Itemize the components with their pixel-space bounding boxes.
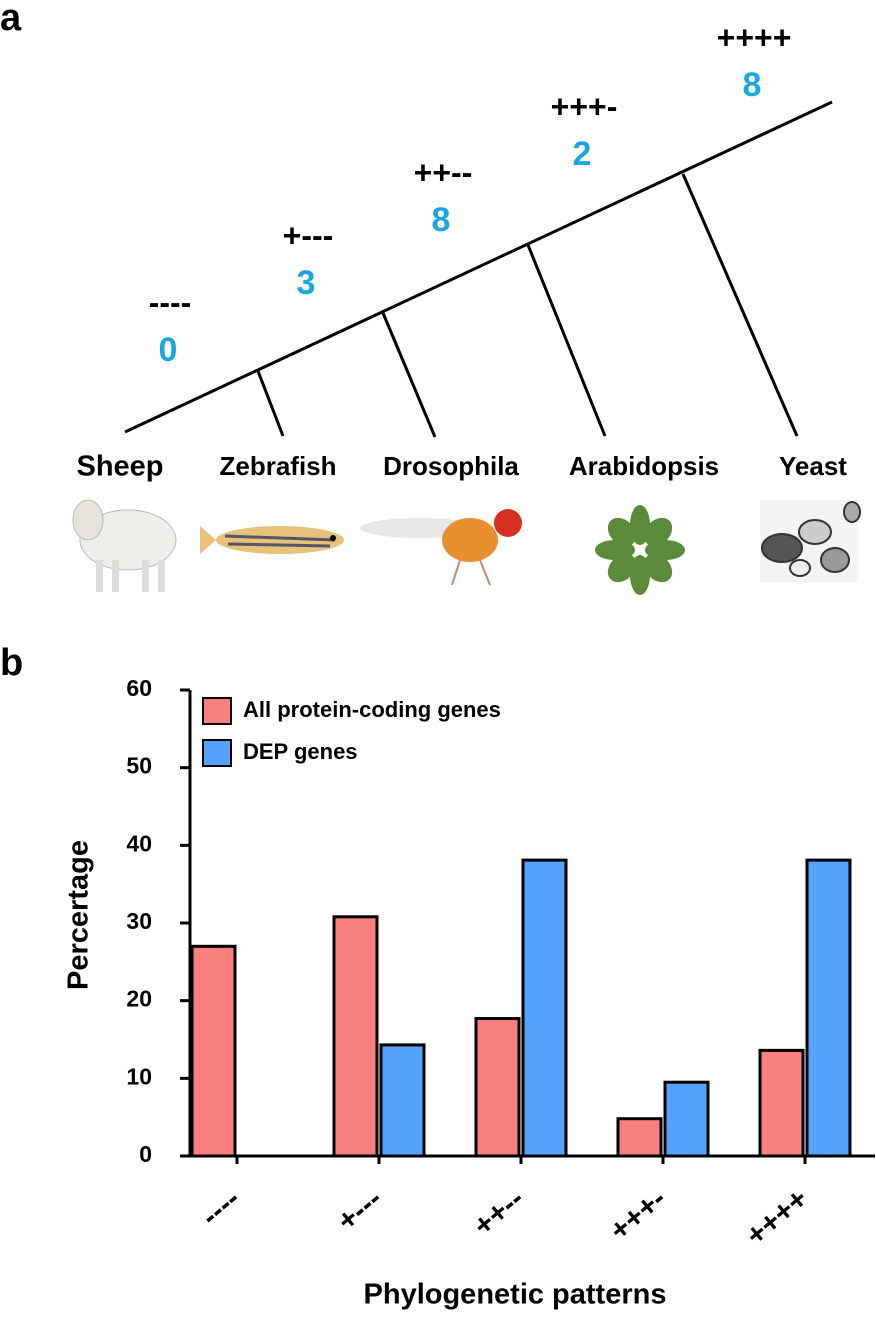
gene-count: 0: [159, 331, 178, 369]
y-axis-label: Percertage: [63, 840, 95, 990]
legend-swatch: [202, 739, 232, 767]
x-tick-label: +++-: [603, 1182, 672, 1247]
y-tick-label: 0: [139, 1141, 152, 1167]
bar: [758, 1048, 805, 1158]
taxon-label: Drosophila: [383, 451, 519, 481]
legend-swatch: [202, 697, 232, 725]
x-tick-label: ----: [195, 1182, 247, 1233]
x-tick-label: +---: [331, 1182, 389, 1238]
gene-count: 8: [432, 201, 451, 239]
y-tick-label: 60: [126, 675, 152, 701]
x-tick-label: ++++: [740, 1182, 815, 1252]
bar: [474, 1017, 521, 1158]
gene-count: 2: [573, 135, 592, 173]
bar: [616, 1117, 663, 1158]
legend-label: All protein-coding genes: [243, 697, 501, 722]
taxon-label: Arabidopsis: [569, 451, 719, 481]
gene-count: 8: [743, 66, 762, 104]
drosophila-icon: [360, 509, 522, 586]
y-tick-label: 10: [126, 1063, 152, 1089]
taxon-label: Yeast: [779, 451, 847, 481]
y-tick-label: 30: [126, 908, 152, 934]
bar: [332, 915, 379, 1158]
taxon-label: Zebrafish: [219, 451, 336, 481]
pattern-label: ++--: [414, 154, 473, 190]
yeast-icon: [760, 500, 861, 582]
y-tick-label: 50: [126, 753, 152, 779]
gene-count: 3: [297, 264, 316, 302]
arabidopsis-icon: [595, 505, 685, 595]
y-tick-label: 40: [126, 830, 152, 856]
panel-label: a: [0, 0, 22, 39]
y-tick-label: 20: [126, 986, 152, 1012]
panel-label: b: [0, 642, 23, 684]
x-axis-label: Phylogenetic patterns: [364, 1279, 667, 1311]
bar: [663, 1080, 710, 1158]
pattern-label: ++++: [717, 19, 792, 55]
pattern-label: +---: [283, 217, 334, 253]
zebrafish-icon: [200, 526, 344, 554]
legend-label: DEP genes: [243, 739, 358, 764]
x-tick-label: ++--: [467, 1182, 530, 1243]
bar: [379, 1043, 426, 1158]
taxon-label: Sheep: [76, 451, 163, 483]
bar: [805, 858, 852, 1158]
pattern-label: +++-: [551, 88, 618, 124]
bar: [190, 944, 237, 1158]
bar: [521, 858, 568, 1158]
pattern-label: ----: [149, 284, 192, 320]
tree: [124, 100, 833, 438]
sheep-icon: [72, 499, 177, 592]
